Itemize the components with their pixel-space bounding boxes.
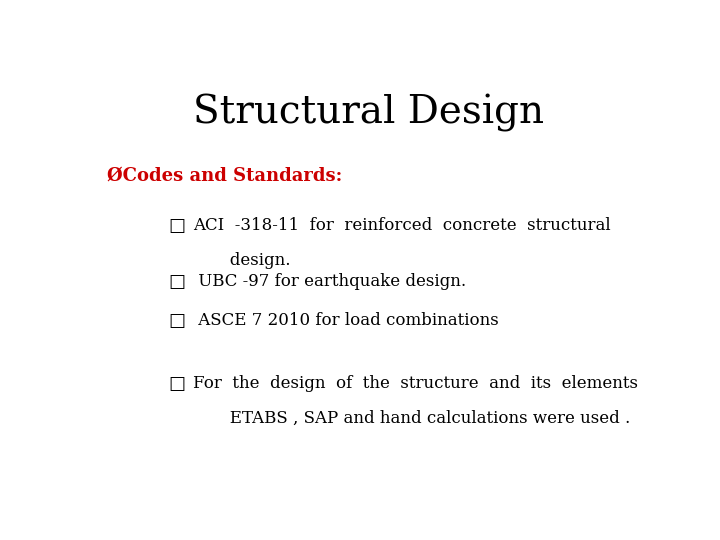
Text: □: □ bbox=[168, 217, 185, 234]
Text: □: □ bbox=[168, 375, 185, 393]
Text: ØCodes and Standards:: ØCodes and Standards: bbox=[107, 167, 342, 185]
Text: Structural Design: Structural Design bbox=[194, 94, 544, 132]
Text: ASCE 7 2010 for load combinations: ASCE 7 2010 for load combinations bbox=[193, 312, 499, 329]
Text: design.: design. bbox=[193, 252, 291, 269]
Text: For  the  design  of  the  structure  and  its  elements: For the design of the structure and its … bbox=[193, 375, 638, 392]
Text: □: □ bbox=[168, 273, 185, 291]
Text: ETABS , SAP and hand calculations were used .: ETABS , SAP and hand calculations were u… bbox=[193, 410, 631, 427]
Text: □: □ bbox=[168, 312, 185, 330]
Text: UBC -97 for earthquake design.: UBC -97 for earthquake design. bbox=[193, 273, 467, 289]
Text: ACI  -318-11  for  reinforced  concrete  structural: ACI -318-11 for reinforced concrete stru… bbox=[193, 217, 611, 234]
